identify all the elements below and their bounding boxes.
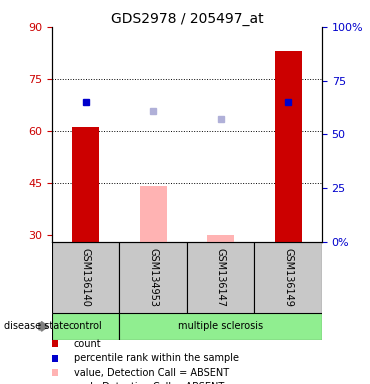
Bar [52, 313, 119, 340]
Text: GSM134953: GSM134953 [148, 248, 158, 307]
Text: GSM136140: GSM136140 [81, 248, 91, 307]
Text: control: control [69, 321, 102, 331]
Title: GDS2978 / 205497_at: GDS2978 / 205497_at [111, 12, 263, 26]
Bar [119, 313, 322, 340]
Text: count: count [74, 339, 102, 349]
Bar [207, 235, 234, 242]
Text: GSM136147: GSM136147 [216, 248, 226, 307]
Text: percentile rank within the sample: percentile rank within the sample [74, 353, 239, 363]
Bar [52, 242, 119, 313]
Bar [139, 186, 166, 242]
Bar [255, 242, 322, 313]
Bar [187, 242, 255, 313]
Text: rank, Detection Call = ABSENT: rank, Detection Call = ABSENT [74, 382, 224, 384]
Text: multiple sclerosis: multiple sclerosis [178, 321, 263, 331]
Bar [72, 127, 99, 242]
Text: GSM136149: GSM136149 [283, 248, 293, 307]
Text: value, Detection Call = ABSENT: value, Detection Call = ABSENT [74, 368, 229, 378]
Text: disease state: disease state [4, 321, 69, 331]
Bar [275, 51, 302, 242]
Bar [119, 242, 187, 313]
